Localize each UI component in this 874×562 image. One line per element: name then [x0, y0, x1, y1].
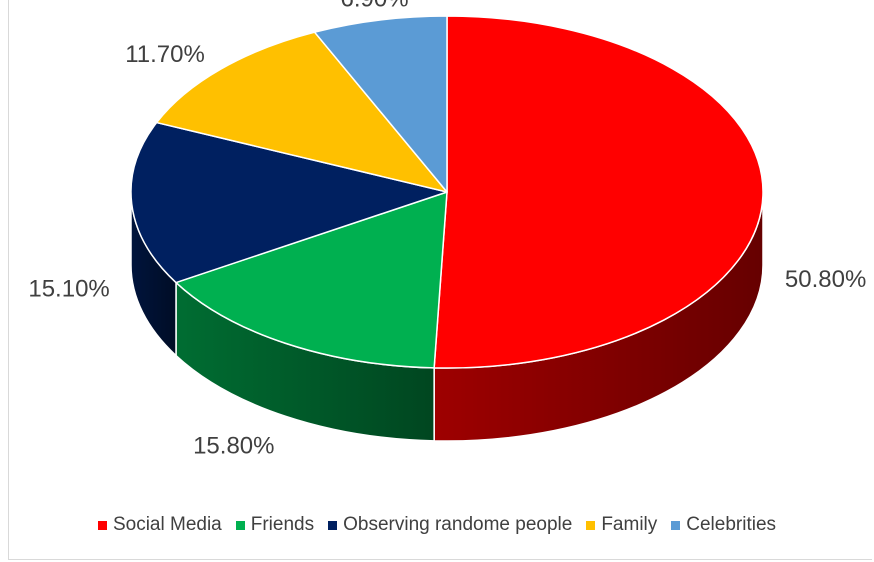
legend-item: Social Media: [97, 514, 222, 536]
pie-sides: [130, 191, 764, 442]
data-label-observing-randome-people: 15.10%: [28, 275, 109, 302]
legend-label: Observing randome people: [343, 514, 573, 535]
legend-label: Social Media: [112, 514, 222, 535]
data-label-friends: 15.80%: [193, 432, 274, 459]
legend-label: Family: [601, 514, 658, 535]
pie-slice-celebrities: [313, 15, 448, 193]
legend-swatch: [235, 520, 245, 530]
pie-tops: [130, 15, 764, 369]
pie-data-labels: 50.80% 15.80% 15.10% 11.70% 6.90%: [28, 0, 866, 459]
legend-item: Observing randome people: [328, 514, 572, 536]
legend-item: Family: [586, 514, 657, 536]
chart-frame: [8, 0, 872, 560]
pie-slice-friends: [175, 191, 448, 369]
legend-item: Friends: [235, 514, 315, 536]
pie-slice-social-media: [433, 15, 764, 369]
legend-label: Friends: [250, 514, 315, 535]
data-label-social-media: 50.80%: [785, 266, 866, 293]
pie-slice-observing-randome-people: [130, 121, 448, 284]
legend-swatch: [671, 520, 681, 530]
data-label-family: 11.70%: [125, 41, 205, 68]
legend-swatch: [586, 520, 596, 530]
legend-swatch: [328, 520, 338, 530]
legend-item: Celebrities: [671, 514, 776, 536]
legend: Social Media Friends Observing randome peo…: [0, 514, 874, 536]
legend-swatch: [97, 520, 107, 530]
pie-slice-family: [155, 31, 448, 193]
legend-label: Celebrities: [686, 514, 777, 535]
data-label-celebrities: 6.90%: [340, 0, 408, 13]
